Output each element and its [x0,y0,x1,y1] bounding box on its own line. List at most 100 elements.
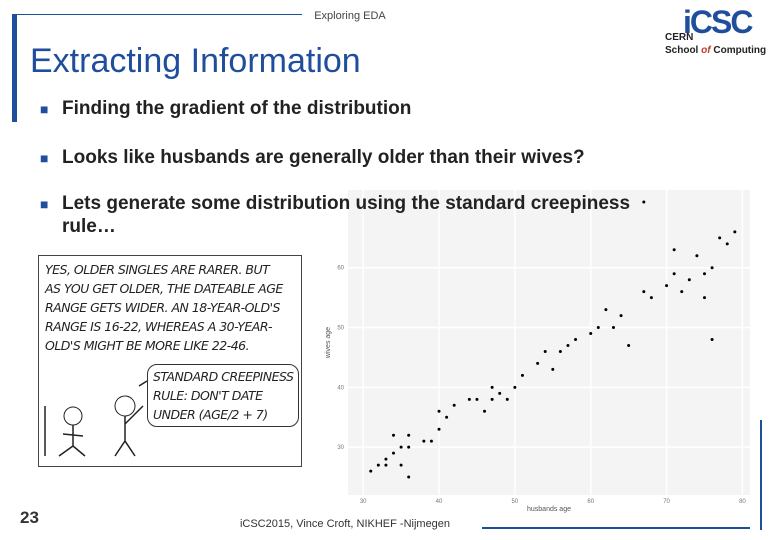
comic-line: RANGE GETS WIDER. AN 18-YEAR-OLD'S [45,300,280,315]
figure-body [44,406,86,457]
x-tick-label: 30 [360,499,367,505]
point [498,391,502,395]
x-tick-label: 40 [436,499,443,505]
point [596,326,600,330]
point [710,338,714,342]
point [642,200,646,204]
point [399,463,403,467]
logo-word: of [701,45,711,56]
y-tick-label: 50 [337,326,344,332]
accent-bar [12,14,17,122]
point [392,433,396,437]
logo-mark: iCSC [683,4,753,40]
bullet-text: Lets generate some distribution using th… [62,193,631,237]
point [589,332,593,336]
point [536,361,540,365]
logo-school: School of Computing [665,45,766,56]
footer-line [760,420,762,530]
comic-line: OLD'S MIGHT BE MORE LIKE 22-46. [45,338,250,353]
footer: iCSC2015, Vince Croft, NIKHEF -Nijmegen [239,518,451,530]
point [672,248,676,252]
point [702,272,706,276]
y-tick-label: 30 [337,445,344,451]
point [399,445,403,449]
point [680,290,684,294]
bullet: ■ Looks like husbands are generally older… [40,146,640,169]
point [520,373,524,377]
point [490,385,494,389]
point [695,254,699,258]
y-tick-label: 60 [337,266,344,272]
figure-head [63,406,83,426]
plot-panel [348,190,750,495]
bullet: ■ Lets generate some distribution using t… [40,193,631,237]
x-tick-label: 80 [739,499,746,505]
point [429,439,433,443]
point [725,242,729,246]
comic-line: RANGE IS 16-22, WHEREAS A 30-YEAR- [45,319,273,334]
comic: YES, OLDER SINGLES ARE RARER. BUT AS YOU … [38,255,302,467]
title: Extracting Information [30,42,361,80]
point [551,367,555,371]
comic-caption: YES, OLDER SINGLES ARE RARER. BUT AS YOU … [45,260,283,355]
accent-line [12,14,302,15]
point [407,445,411,449]
point [513,385,517,389]
point [369,469,373,473]
point [558,349,562,353]
point [710,266,714,270]
point [384,463,388,467]
logo-org: CERN [665,32,694,43]
point [627,343,631,347]
point [702,296,706,300]
comic-bubble: STANDARD CREEPINESS RULE: DON'T DATE UNDER… [147,364,300,427]
comic-line: AS YOU GET OLDER, THE DATEABLE AGE [45,281,283,296]
point [642,290,646,294]
header: Exploring EDA [314,10,386,22]
figure-head [114,395,136,417]
comic-figures [44,380,148,457]
point [619,314,623,318]
point [574,338,578,342]
x-tick-label: 70 [663,499,670,505]
logo: iCSC CERN School of Computing [665,4,775,70]
point [483,409,487,413]
x-axis-label: husbands age [527,506,571,513]
point [475,397,479,401]
point [733,230,737,234]
footer-line [482,527,750,529]
bubble-line: UNDER (AGE/2 + 7) [153,407,268,422]
point [604,308,608,312]
point [407,433,411,437]
page-number: 23 [20,508,39,527]
point [566,343,570,347]
point [467,397,471,401]
bubble-line: STANDARD CREEPINESS [153,369,294,384]
x-tick-label: 50 [512,499,519,505]
y-tick-label: 40 [337,385,344,391]
logo-word: Computing [713,45,767,56]
x-tick-label: 60 [587,499,594,505]
bullet-text: Looks like husbands are generally older … [62,147,585,168]
point [687,278,691,282]
point [437,409,441,413]
point [392,451,396,455]
bullet: ■ Finding the gradient of the distributio… [40,97,640,120]
point [452,403,456,407]
bubble-line: RULE: DON'T DATE [153,388,263,403]
bullet-text: Finding the gradient of the distribution [62,98,412,119]
point [665,284,669,288]
point [376,463,380,467]
point [384,457,388,461]
logo-word: School [665,45,699,56]
y-axis-label: wives age [325,327,332,359]
point [437,427,441,431]
point [407,475,411,479]
comic-line: YES, OLDER SINGLES ARE RARER. BUT [45,262,270,277]
point [505,397,509,401]
point [649,296,653,300]
point [718,236,722,240]
point [543,349,547,353]
